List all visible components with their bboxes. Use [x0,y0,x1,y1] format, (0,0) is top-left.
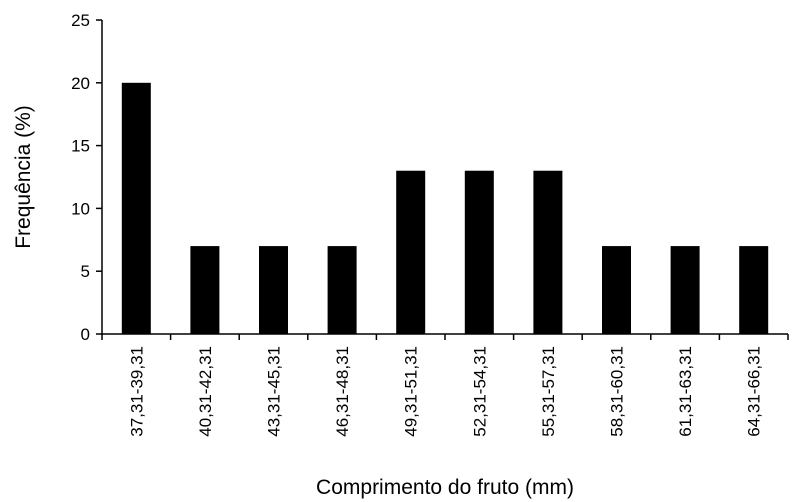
x-tick-label: 58,31-60,31 [608,346,627,437]
bar [396,170,426,334]
x-tick-label: 61,31-63,31 [676,346,695,437]
x-tick-label: 55,31-57,31 [539,346,558,437]
x-tick-label: 43,31-45,31 [265,346,284,437]
y-tick-label: 5 [81,262,90,281]
x-axis-title: Comprimento do fruto (mm) [316,476,574,499]
bar [190,246,220,334]
bars [121,82,769,334]
bar [533,170,563,334]
bar [464,170,494,334]
x-tick-label: 64,31-66,31 [745,346,764,437]
x-tick-label: 37,31-39,31 [127,346,146,437]
x-tick-label: 46,31-48,31 [333,346,352,437]
bar [327,246,357,334]
y-axis-ticks: 0 5 10 15 20 25 [71,11,102,344]
bar [259,246,288,334]
bar [739,246,769,334]
y-tick-label: 20 [71,74,90,93]
x-axis-ticks: 37,31-39,31 40,31-42,31 43,31-45,31 46,31-4… [101,334,789,437]
x-tick-label: 49,31-51,31 [402,346,421,437]
bar [121,82,151,334]
y-tick-label: 25 [71,11,90,30]
x-tick-label: 40,31-42,31 [196,346,215,437]
y-tick-label: 10 [71,199,90,218]
x-tick-label: 52,31-54,31 [470,346,489,437]
y-axis-title: Frequência (%) [12,105,35,249]
y-tick-label: 0 [81,325,90,344]
bar [602,246,631,334]
y-tick-label: 15 [71,137,90,156]
bar [670,246,700,334]
